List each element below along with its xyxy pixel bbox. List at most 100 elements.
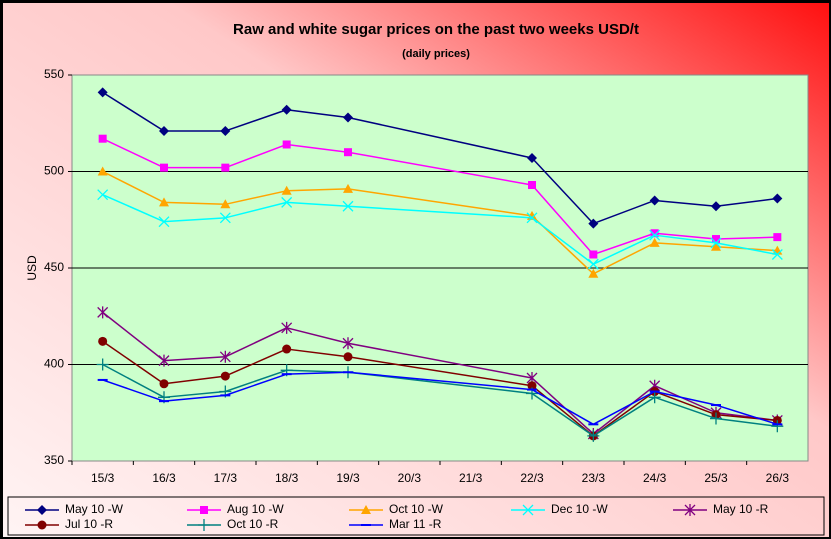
marker [710, 237, 722, 249]
series-segment [225, 190, 287, 206]
marker [650, 229, 659, 238]
series-segment [225, 201, 287, 219]
series-segment [225, 373, 287, 397]
series-segment [225, 327, 287, 358]
x-tick-label: 17/3 [214, 471, 238, 485]
series-segment [654, 232, 717, 240]
series-segment [715, 413, 778, 422]
marker [648, 391, 661, 404]
marker [649, 229, 661, 241]
marker [282, 140, 291, 149]
series-segment [347, 356, 533, 387]
marker [219, 212, 231, 224]
series-segment [225, 369, 287, 393]
series-segment [102, 138, 165, 169]
series-segment [163, 217, 226, 223]
series-segment [286, 371, 349, 375]
series-segment [592, 390, 656, 425]
series-segment [715, 197, 778, 207]
marker [522, 504, 534, 516]
series-segment [654, 385, 717, 414]
marker [528, 181, 536, 190]
series-segment [163, 390, 226, 399]
x-tick-label: 23/3 [582, 471, 606, 485]
marker [527, 381, 537, 391]
series-segment [592, 390, 656, 437]
legend-label: Mar 11 -R [389, 517, 442, 531]
marker [281, 104, 292, 115]
marker [527, 152, 537, 163]
series-segment [102, 170, 165, 204]
series-segment [102, 91, 165, 132]
series-segment [531, 157, 594, 225]
marker [98, 134, 107, 143]
series-segment [286, 188, 349, 192]
series-segment [531, 388, 594, 425]
series-segment [225, 348, 287, 377]
series-segment [347, 188, 533, 217]
series-segment [102, 363, 165, 398]
marker [587, 429, 600, 442]
series-segment [163, 356, 226, 362]
series-segment [715, 242, 778, 256]
y-tick-label: 400 [44, 357, 64, 371]
x-tick-label: 26/3 [766, 471, 790, 485]
series-segment [593, 199, 655, 225]
series-segment [163, 375, 226, 385]
marker [649, 237, 660, 247]
y-axis-label: USD [25, 255, 39, 281]
series-segment [654, 199, 717, 207]
series-segment [225, 143, 287, 169]
series-segment [347, 116, 533, 159]
legend-label: Oct 10 -W [389, 502, 444, 516]
series-segment [531, 184, 594, 255]
series-segment [347, 151, 533, 186]
marker [159, 379, 169, 389]
marker [361, 505, 371, 514]
marker [37, 505, 47, 515]
marker [281, 196, 293, 208]
marker [220, 199, 231, 209]
marker [342, 337, 354, 350]
x-tick-label: 15/3 [91, 471, 115, 485]
series-segment [347, 342, 533, 379]
series-segment [531, 385, 594, 437]
y-tick-label: 350 [44, 453, 64, 467]
marker [684, 504, 696, 516]
series-segment [531, 392, 594, 437]
series-segment [654, 390, 717, 416]
y-tick-label: 550 [44, 67, 64, 81]
legend-label: Oct 10 -R [227, 517, 279, 531]
series-segment [286, 327, 349, 344]
legend-box [7, 496, 825, 536]
marker [198, 519, 210, 531]
series-segment [593, 232, 655, 256]
series-segment [102, 311, 165, 362]
series-segment [286, 143, 349, 153]
y-tick-label: 450 [44, 260, 64, 274]
x-tick-label: 18/3 [275, 471, 299, 485]
series-segment [286, 348, 349, 358]
marker [772, 193, 783, 204]
marker [773, 233, 782, 242]
series-segment [102, 193, 165, 223]
series-segment [102, 379, 165, 402]
marker [526, 212, 538, 224]
series-segment [531, 377, 594, 435]
marker [158, 354, 170, 367]
marker [98, 336, 108, 346]
series-segment [654, 234, 717, 244]
series-segment [715, 417, 778, 428]
series-segment [347, 371, 533, 391]
marker [710, 412, 722, 425]
x-tick-label: 24/3 [643, 471, 667, 485]
marker [281, 185, 292, 195]
marker [342, 200, 354, 212]
marker [771, 249, 783, 260]
series-segment [715, 404, 778, 426]
marker [589, 250, 598, 259]
marker [220, 371, 230, 381]
x-tick-label: 22/3 [520, 471, 544, 485]
marker [343, 183, 353, 193]
